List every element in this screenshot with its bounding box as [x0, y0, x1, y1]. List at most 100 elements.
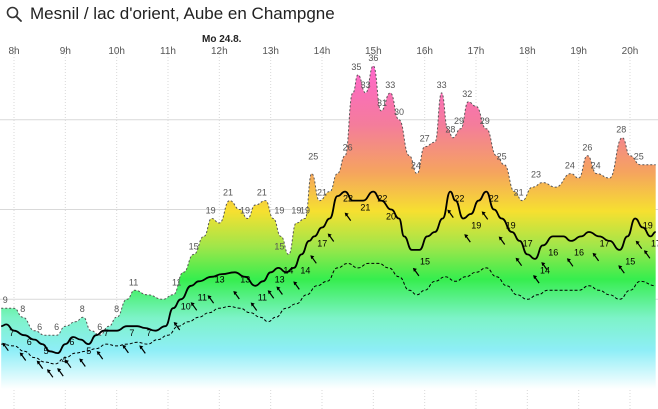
wind-arrow [46, 369, 54, 378]
gust-value-label: 6 [37, 322, 42, 332]
wind-value-label: 20 [386, 212, 396, 222]
wind-arrow [481, 211, 489, 220]
wind-value-label: 22 [343, 194, 353, 204]
wind-arrow [173, 322, 181, 331]
wind-value-label: 11 [198, 292, 207, 302]
wind-value-label: 19 [471, 221, 481, 231]
x-tick-label: 9h [60, 46, 71, 57]
wind-arrow [190, 302, 198, 311]
x-tick-label: 15h [365, 46, 382, 57]
wind-value-label: 15 [420, 256, 430, 266]
wind-arrow [233, 291, 240, 300]
wind-value-label: 13 [215, 274, 225, 284]
wind-value-label: 7 [146, 328, 151, 338]
gust-value-label: 25 [497, 152, 507, 162]
gust-value-label: 31 [377, 98, 387, 108]
gust-value-label: 21 [317, 188, 327, 198]
wind-arrow [327, 233, 335, 242]
gust-value-label: 19 [300, 206, 310, 216]
wind-value-label: 17 [651, 238, 658, 248]
wind-value-label: 16 [574, 247, 584, 257]
wind-value-label: 7 [9, 328, 14, 338]
day-label: Mo 24.8. [202, 34, 242, 45]
x-tick-label: 16h [416, 46, 433, 57]
x-tick-label: 18h [519, 46, 536, 57]
gust-value-label: 32 [462, 89, 472, 99]
wind-arrow [635, 240, 643, 250]
gust-value-label: 21 [257, 188, 267, 198]
gust-value-label: 21 [514, 188, 524, 198]
wind-value-label: 21 [360, 203, 370, 213]
gust-value-label: 28 [616, 125, 626, 135]
gust-value-label: 24 [565, 161, 575, 171]
x-tick-label: 20h [622, 46, 639, 57]
gust-value-label: 28 [445, 125, 455, 135]
location-title: Mesnil / lac d'orient, Aube en Champgne [30, 4, 335, 23]
wind-arrow [96, 351, 104, 360]
wind-value-label: 15 [625, 256, 635, 266]
x-tick-label: 12h [211, 46, 228, 57]
wind-value-label: 5 [44, 346, 49, 356]
gust-value-label: 8 [80, 304, 85, 314]
wind-value-label: 6 [69, 337, 74, 347]
wind-arrow [344, 212, 352, 221]
x-axis-ticks: 8h 9h 10h 11h 12h 13h 14h 15h 16h 17h 18h 19h 20h [8, 46, 638, 57]
gust-value-label: 6 [54, 322, 59, 332]
gust-value-label: 29 [454, 116, 464, 126]
wind-value-label: 4 [62, 355, 67, 365]
gust-value-label: 33 [437, 80, 447, 90]
x-tick-label: 19h [570, 46, 587, 57]
gust-value-label: 30 [394, 107, 404, 117]
mean-wind-line [1, 190, 656, 355]
x-tick-label: 14h [314, 46, 331, 57]
gust-area [1, 65, 656, 390]
wind-arrow [64, 359, 72, 369]
wind-value-label: 7 [104, 328, 109, 338]
wind-arrow [19, 352, 27, 361]
wind-arrow [267, 290, 275, 299]
x-tick-label: 10h [108, 46, 125, 57]
wind-arrow [592, 252, 600, 262]
wind-value-label: 14 [283, 265, 293, 275]
gust-value-label: 33 [385, 80, 395, 90]
gust-value-label: 11 [172, 277, 181, 287]
gust-value-label: 26 [343, 143, 353, 153]
gust-dotted-line [1, 65, 656, 336]
wind-arrow [566, 258, 574, 267]
wind-arrow [533, 275, 540, 284]
gust-value-label: 6 [97, 322, 102, 332]
gust-value-label: 23 [531, 170, 541, 180]
gust-value-label: 19 [291, 206, 301, 216]
wind-arrow [207, 295, 215, 304]
wind-arrow [2, 342, 9, 352]
wind-value-label: 22 [489, 194, 499, 204]
wind-value-label: 19 [506, 221, 516, 231]
wind-arrow [447, 209, 454, 218]
gust-value-label: 19 [206, 206, 216, 216]
wind-value-label: 14 [300, 265, 310, 275]
wind-value-label: 7 [129, 328, 134, 338]
gust-value-label: 24 [591, 161, 601, 171]
gust-value-label: 19 [274, 206, 284, 216]
wind-value-label: 17 [600, 238, 610, 248]
gust-value-label: 21 [223, 188, 233, 198]
gust-value-label: 26 [582, 143, 592, 153]
gust-value-label: 24 [411, 161, 421, 171]
wind-arrow [498, 236, 506, 245]
search-icon[interactable] [6, 6, 22, 22]
gust-value-label: 8 [20, 304, 25, 314]
wind-arrow [122, 344, 129, 354]
location-header: Mesnil / lac d'orient, Aube en Champgne [0, 0, 658, 30]
wind-arrow [310, 255, 317, 264]
wind-arrow [57, 368, 64, 377]
wind-value-label: 19 [643, 221, 653, 231]
wind-value-label: 22 [377, 194, 387, 204]
wind-value-label: 17 [317, 238, 327, 248]
gust-value-label: 9 [3, 295, 8, 305]
wind-value-label: 10 [181, 301, 191, 311]
gust-value-label: 15 [274, 241, 284, 251]
wind-value-label: 17 [523, 238, 533, 248]
gust-value-label: 36 [368, 53, 378, 63]
gust-value-label: 29 [480, 116, 490, 126]
wind-value-label: 16 [548, 247, 558, 257]
